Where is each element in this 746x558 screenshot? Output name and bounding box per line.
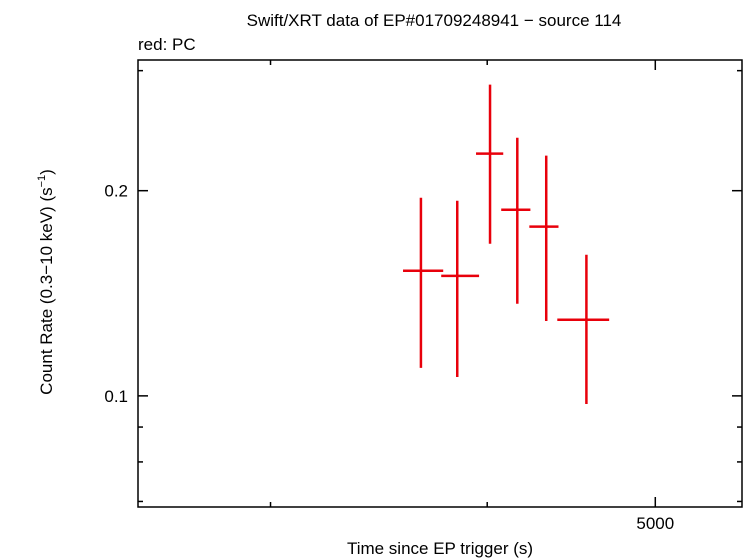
y-axis-label: Count Rate (0.3−10 keV) (s−1) <box>36 169 56 395</box>
chart-subtitle: red: PC <box>138 35 196 54</box>
y-label-main: Count Rate (0.3−10 keV) (s <box>37 187 56 394</box>
chart-title: Swift/XRT data of EP#01709248941 − sourc… <box>247 11 622 30</box>
y-tick-label: 0.2 <box>104 182 128 201</box>
x-tick-label: 5000 <box>636 514 674 533</box>
x-axis-label: Time since EP trigger (s) <box>347 539 533 558</box>
y-tick-label: 0.1 <box>104 387 128 406</box>
y-label-end: ) <box>37 169 56 175</box>
y-label-sup: −1 <box>36 175 48 188</box>
plot-frame <box>137 59 743 508</box>
